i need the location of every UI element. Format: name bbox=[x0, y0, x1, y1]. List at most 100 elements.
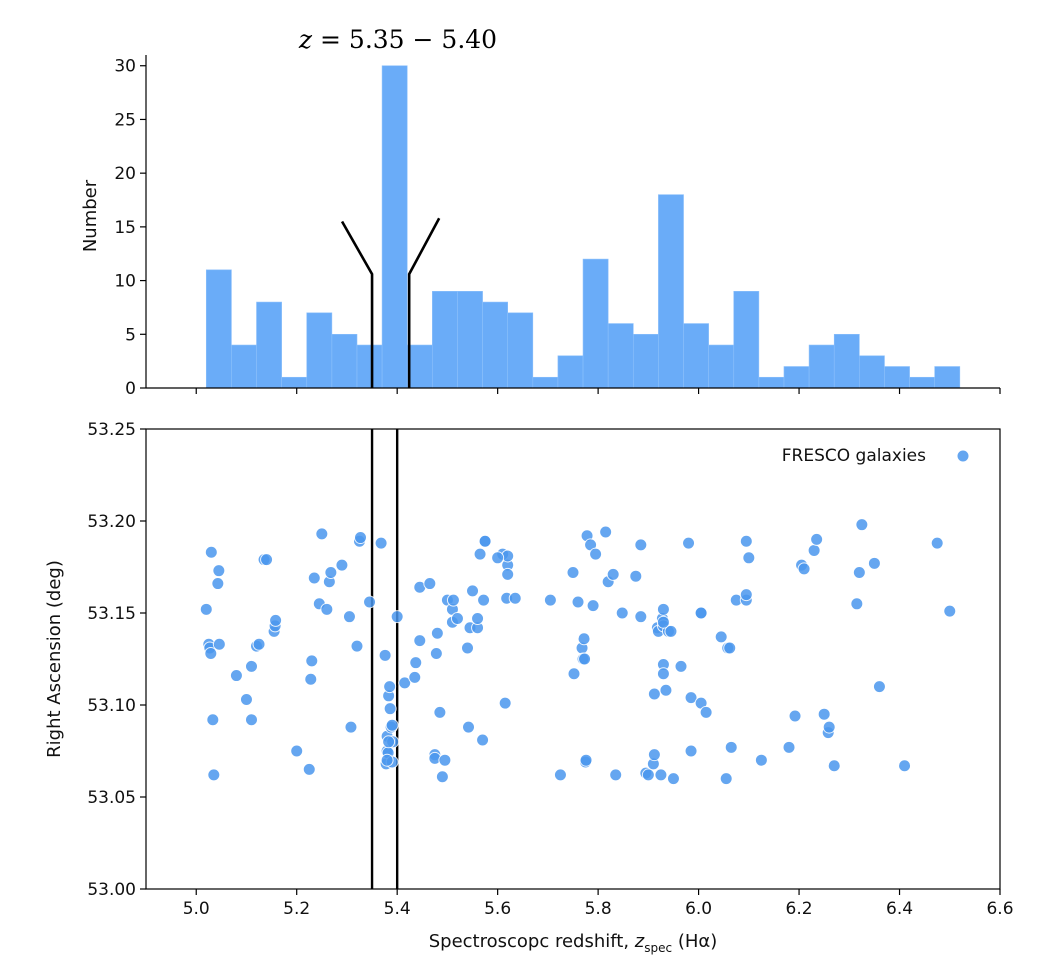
galaxy-point bbox=[898, 759, 912, 773]
scatter-y-ticks: 53.00 53.05 53.10 53.15 53.20 53.25 bbox=[87, 420, 146, 900]
galaxy-point bbox=[822, 720, 836, 734]
galaxy-point bbox=[739, 534, 753, 548]
histogram-bar bbox=[331, 333, 358, 389]
histogram-y-axis-label: Number bbox=[80, 179, 101, 252]
galaxy-point bbox=[782, 740, 796, 754]
galaxy-point bbox=[788, 709, 802, 723]
galaxy-point bbox=[797, 562, 811, 576]
galaxy-point bbox=[466, 584, 480, 598]
scatter-y-tick-label: 53.15 bbox=[87, 604, 136, 624]
galaxy-point bbox=[204, 646, 218, 660]
legend-marker bbox=[956, 449, 970, 463]
galaxy-point bbox=[742, 551, 756, 565]
galaxy-point bbox=[684, 744, 698, 758]
histogram-bar bbox=[281, 376, 308, 389]
scatter-y-tick-label: 53.00 bbox=[87, 880, 136, 900]
histogram-bar bbox=[833, 333, 860, 389]
histogram-bar bbox=[205, 269, 232, 389]
galaxy-point bbox=[461, 641, 475, 655]
scatter-x-tick-label: 6.2 bbox=[786, 899, 813, 919]
galaxy-point bbox=[390, 610, 404, 624]
galaxy-point bbox=[413, 634, 427, 648]
scatter-points bbox=[199, 518, 957, 786]
histogram-bar bbox=[306, 312, 333, 389]
redshift-range-label: z = 5.35 − 5.40 bbox=[298, 25, 497, 54]
galaxy-point bbox=[694, 606, 708, 620]
redshift-range-annotation: z = 5.35 − 5.40 bbox=[298, 25, 497, 388]
scatter-x-tick-label: 5.0 bbox=[183, 899, 210, 919]
galaxy-point bbox=[429, 646, 443, 660]
galaxy-point bbox=[244, 659, 258, 673]
galaxy-point bbox=[302, 762, 316, 776]
scatter-x-tick-label: 5.6 bbox=[484, 899, 511, 919]
galaxy-point bbox=[634, 538, 648, 552]
histogram-bar bbox=[632, 333, 659, 389]
scatter-frame bbox=[145, 428, 1001, 890]
galaxy-point bbox=[478, 534, 492, 548]
galaxy-point bbox=[305, 654, 319, 668]
galaxy-point bbox=[699, 705, 713, 719]
galaxy-point bbox=[229, 669, 243, 683]
histogram-bar bbox=[406, 344, 433, 389]
galaxy-point bbox=[553, 768, 567, 782]
galaxy-point bbox=[433, 705, 447, 719]
histogram-bar bbox=[683, 323, 709, 389]
galaxy-point bbox=[378, 648, 392, 662]
histogram-bar bbox=[808, 344, 835, 389]
galaxy-point bbox=[567, 667, 581, 681]
galaxy-point bbox=[578, 652, 592, 666]
galaxy-point bbox=[307, 571, 321, 585]
galaxy-point bbox=[855, 518, 869, 532]
scatter-x-ticks: 5.0 5.2 5.4 5.6 5.8 6.0 6.2 6.4 6.6 bbox=[183, 889, 1014, 919]
galaxy-point bbox=[206, 713, 220, 727]
galaxy-point bbox=[615, 606, 629, 620]
histogram-y-tick-label: 5 bbox=[125, 325, 136, 345]
scatter-x-tick-label: 5.8 bbox=[585, 899, 612, 919]
histogram-bar bbox=[532, 376, 559, 389]
histogram-panel: 0 5 10 15 20 25 30 Number z = 5.35 − 5.40 bbox=[80, 25, 1001, 399]
histogram-bar bbox=[708, 344, 735, 389]
galaxy-point bbox=[659, 683, 673, 697]
galaxy-point bbox=[398, 676, 412, 690]
galaxy-point bbox=[810, 532, 824, 546]
legend: FRESCO galaxies bbox=[782, 446, 970, 466]
galaxy-point bbox=[408, 670, 422, 684]
histogram-y-ticks: 0 5 10 15 20 25 30 bbox=[114, 57, 146, 399]
histogram-bar bbox=[231, 344, 257, 389]
legend-label: FRESCO galaxies bbox=[782, 446, 926, 466]
galaxy-point bbox=[430, 626, 444, 640]
galaxy-point bbox=[204, 545, 218, 559]
galaxy-point bbox=[374, 536, 388, 550]
galaxy-point bbox=[629, 569, 643, 583]
galaxy-point bbox=[476, 733, 490, 747]
galaxy-point bbox=[827, 759, 841, 773]
galaxy-point bbox=[656, 602, 670, 616]
galaxy-point bbox=[383, 702, 397, 716]
galaxy-point bbox=[409, 656, 423, 670]
galaxy-point bbox=[807, 543, 821, 557]
histogram-y-tick-label: 30 bbox=[114, 57, 136, 77]
scatter-y-tick-label: 53.20 bbox=[87, 512, 136, 532]
histogram-y-tick-label: 25 bbox=[114, 110, 136, 130]
histogram-y-tick-label: 0 bbox=[125, 379, 136, 399]
galaxy-point bbox=[363, 595, 377, 609]
histogram-bar bbox=[507, 312, 534, 389]
galaxy-point bbox=[324, 566, 338, 580]
galaxy-point bbox=[599, 525, 613, 539]
histogram-bar bbox=[457, 291, 483, 389]
galaxy-point bbox=[654, 768, 668, 782]
galaxy-point bbox=[606, 567, 620, 581]
scatter-x-tick-label: 6.0 bbox=[685, 899, 712, 919]
galaxy-point bbox=[577, 632, 591, 646]
histogram-y-tick-label: 15 bbox=[114, 218, 136, 238]
annotation-right-bracket bbox=[407, 217, 441, 388]
galaxy-point bbox=[723, 641, 737, 655]
galaxy-point bbox=[354, 531, 368, 545]
galaxy-point bbox=[491, 551, 505, 565]
galaxy-point bbox=[335, 558, 349, 572]
galaxy-point bbox=[207, 768, 221, 782]
galaxy-point bbox=[508, 591, 522, 605]
histogram-bar bbox=[582, 258, 609, 389]
histogram-bar bbox=[733, 291, 760, 389]
